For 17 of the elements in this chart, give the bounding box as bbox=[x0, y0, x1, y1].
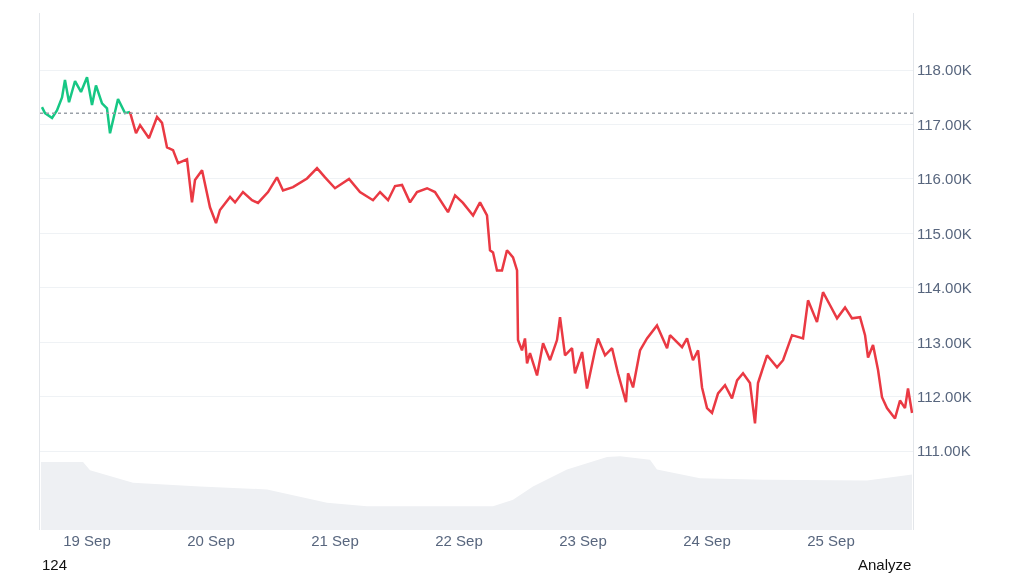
x-tick-label: 24 Sep bbox=[683, 532, 731, 549]
y-tick-label: 116.00K bbox=[917, 170, 972, 188]
y-tick-label: 113.00K bbox=[917, 333, 972, 351]
x-tick-label: 25 Sep bbox=[807, 532, 855, 549]
y-tick-label: 111.00K bbox=[917, 442, 971, 460]
text: 124 bbox=[42, 556, 68, 573]
y-tick-label: 115.00K bbox=[917, 224, 972, 242]
x-tick-label: 19 Sep bbox=[63, 532, 111, 549]
text: Analyze bbox=[858, 556, 912, 573]
y-tick-label: 118.00K bbox=[917, 61, 972, 79]
x-tick-label: 23 Sep bbox=[559, 532, 607, 549]
x-tick-label: 22 Sep bbox=[435, 532, 483, 549]
x-tick-label: 20 Sep bbox=[187, 532, 235, 549]
x-tick-label: 21 Sep bbox=[311, 532, 359, 549]
y-tick-label: 112.00K bbox=[917, 387, 972, 405]
y-tick-label: 114.00K bbox=[917, 279, 972, 297]
y-tick-label: 117.00K bbox=[917, 115, 972, 133]
